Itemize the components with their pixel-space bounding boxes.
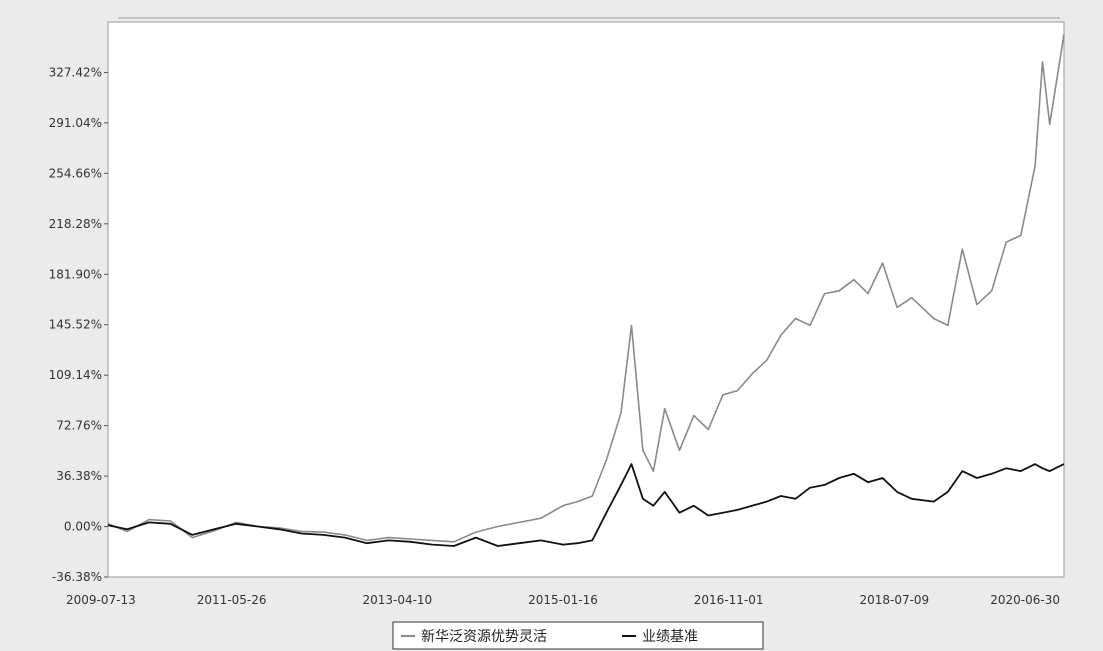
legend-label-benchmark: 业绩基准 xyxy=(642,628,698,645)
x-tick-label: 2016-11-01 xyxy=(694,593,764,607)
y-tick-label: 327.42% xyxy=(49,65,102,79)
y-tick-label: 218.28% xyxy=(49,217,102,231)
x-tick-label: 2011-05-26 xyxy=(197,593,267,607)
y-tick-label: 72.76% xyxy=(56,419,102,433)
legend: 新华泛资源优势灵活 业绩基准 xyxy=(392,621,764,650)
x-tick-label: 2018-07-09 xyxy=(859,593,929,607)
plot-area xyxy=(107,21,1065,578)
y-tick-label: 36.38% xyxy=(56,469,102,483)
y-tick-label: 291.04% xyxy=(49,116,102,130)
y-tick-label: 109.14% xyxy=(49,368,102,382)
y-tick-label: 254.66% xyxy=(49,166,102,180)
x-axis: 2009-07-13 2011-05-26 2013-04-10 2015-01-16… xyxy=(66,593,1060,607)
legend-label-fund: 新华泛资源优势灵活 xyxy=(421,629,547,645)
series-line-fund xyxy=(107,34,1065,543)
x-tick-label: 2013-04-10 xyxy=(362,593,432,607)
x-tick-label: 2020-06-30 xyxy=(990,593,1060,607)
y-tick-label: 145.52% xyxy=(49,318,102,332)
y-tick-label: 181.90% xyxy=(49,267,102,281)
y-tick-label: 0.00% xyxy=(64,520,102,534)
legend-box xyxy=(392,621,764,650)
x-tick-label: 2009-07-13 xyxy=(66,593,136,607)
series-line-benchmark xyxy=(107,463,1065,547)
x-tick-label: 2015-01-16 xyxy=(528,593,598,607)
series-layer xyxy=(107,34,1065,547)
y-tick-label: -36.38% xyxy=(52,570,102,584)
y-axis: -36.38% 0.00% 36.38% 72.76% 109.14% 145.52% 18… xyxy=(49,65,108,584)
